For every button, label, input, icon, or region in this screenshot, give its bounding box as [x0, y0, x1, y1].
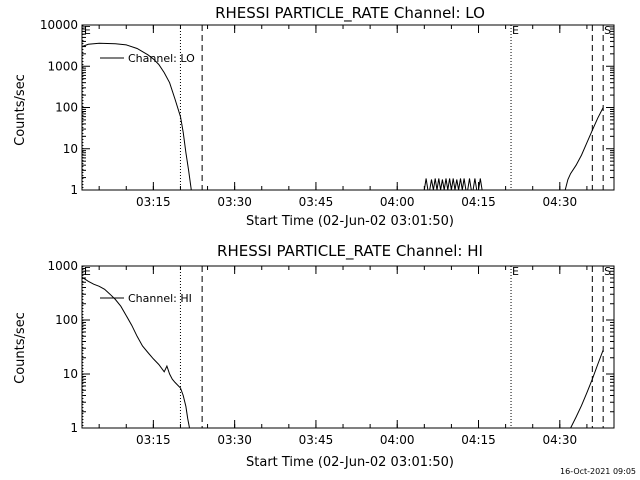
series-line	[81, 276, 190, 429]
chart-title: RHESSI PARTICLE_RATE Channel: LO	[215, 4, 485, 23]
y-tick-label: 10000	[40, 18, 78, 32]
legend-label: Channel: HI	[128, 292, 192, 305]
footer-timestamp: 16-Oct-2021 09:05	[560, 467, 636, 476]
time-marker-label: E	[84, 24, 91, 37]
x-tick-label: 03:30	[217, 195, 252, 209]
series-lines	[81, 276, 604, 429]
y-tick-label: 1000	[47, 259, 78, 273]
y-axis-label: Counts/sec	[13, 312, 28, 384]
time-marker-label: E	[512, 24, 519, 37]
x-tick-label: 03:15	[136, 195, 171, 209]
x-axis-label: Start Time (02-Jun-02 03:01:50)	[246, 214, 454, 229]
y-tick-label: 1000	[47, 59, 78, 73]
y-tick-label: 100	[55, 101, 78, 115]
series-lines	[81, 42, 604, 191]
y-tick-label: 10	[63, 142, 78, 156]
series-line	[423, 178, 483, 191]
series-line	[570, 349, 604, 429]
time-marker-label: S	[604, 24, 611, 37]
legend-label: Channel: LO	[128, 52, 195, 65]
y-tick-label: 1	[70, 183, 78, 197]
plot-frame	[81, 24, 615, 191]
x-tick-label: 04:15	[461, 195, 496, 209]
time-marker-label: E	[512, 265, 519, 278]
series-line	[564, 107, 604, 191]
x-tick-label: 03:45	[299, 433, 334, 447]
y-axis-label: Counts/sec	[13, 74, 28, 146]
series-line	[81, 42, 192, 191]
x-tick-label: 03:15	[136, 433, 171, 447]
axis-ticks: 03:15 03:30 03:45 04:00 04:15 04:30 1 10 100 1000…	[40, 18, 615, 209]
plot-frame	[81, 265, 615, 429]
x-tick-label: 03:30	[217, 433, 252, 447]
x-tick-label: 04:30	[543, 433, 578, 447]
x-tick-label: 04:15	[461, 433, 496, 447]
chart-title: RHESSI PARTICLE_RATE Channel: HI	[217, 242, 483, 261]
legend: Channel: LO	[100, 52, 195, 65]
x-tick-label: 04:00	[380, 433, 415, 447]
y-tick-label: 100	[55, 313, 78, 327]
x-tick-label: 04:30	[543, 195, 578, 209]
axis-ticks: 03:15 03:30 03:45 04:00 04:15 04:30 1 10 100 1000	[47, 259, 615, 447]
panel-lo: RHESSI PARTICLE_RATE Channel: LO Start T…	[13, 4, 615, 229]
time-marker-label: S	[604, 265, 611, 278]
y-tick-label: 10	[63, 367, 78, 381]
x-tick-label: 03:45	[299, 195, 334, 209]
time-marker-label: E	[84, 265, 91, 278]
x-axis-label: Start Time (02-Jun-02 03:01:50)	[246, 455, 454, 470]
y-tick-label: 1	[70, 421, 78, 435]
panel-hi: RHESSI PARTICLE_RATE Channel: HI Start T…	[13, 242, 615, 470]
x-tick-label: 04:00	[380, 195, 415, 209]
legend: Channel: HI	[100, 292, 192, 305]
